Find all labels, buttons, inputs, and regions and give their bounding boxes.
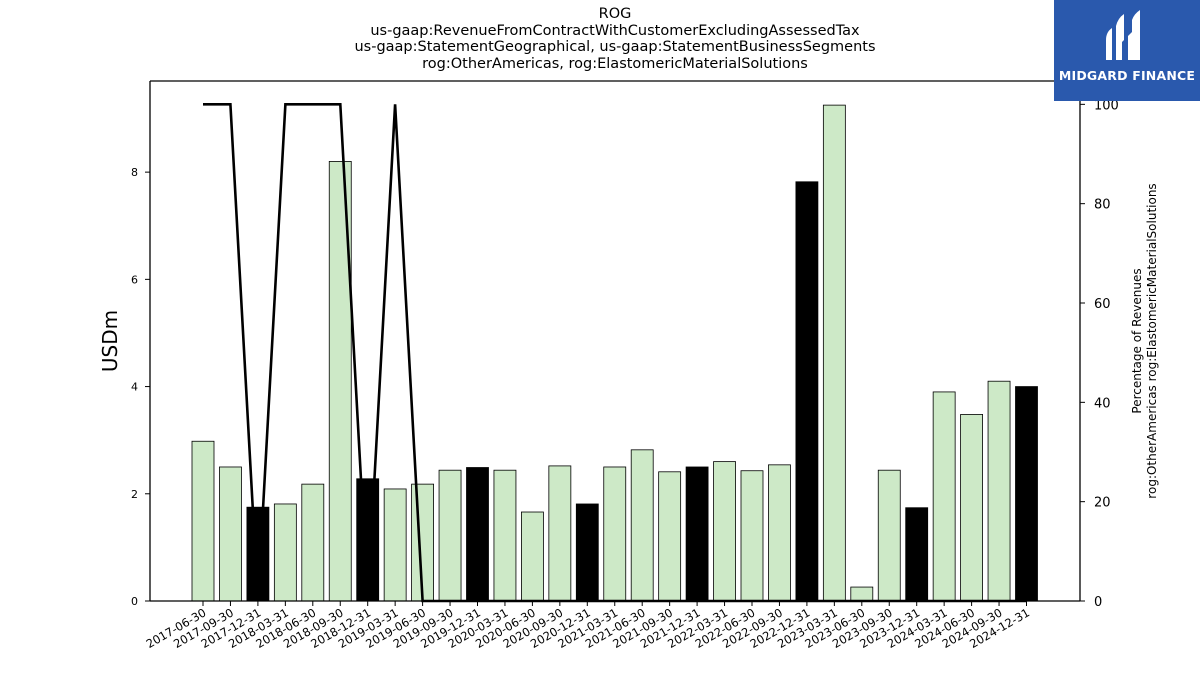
bar-2023-03-31 — [822, 104, 846, 602]
bar-2024-12-31 — [1015, 386, 1038, 602]
left-tick-label-2: 2 — [131, 488, 138, 501]
bar-2019-12-31 — [466, 467, 489, 602]
bar-2020-06-30 — [521, 511, 544, 602]
bar-2020-12-31 — [575, 503, 599, 602]
right-tick-label-0: 0 — [1094, 595, 1102, 610]
bar-2021-09-30 — [658, 471, 682, 602]
bar-2023-09-30 — [877, 469, 901, 602]
midgard-logo-icon — [1106, 10, 1140, 60]
bar-2020-03-31 — [493, 469, 517, 602]
bar-2018-03-31 — [273, 503, 297, 602]
bar-2017-09-30 — [219, 466, 242, 602]
title-line-company: ROG — [598, 6, 632, 22]
bar-2022-06-30 — [740, 470, 764, 602]
bar-2017-06-30 — [191, 440, 215, 602]
bar-2022-03-31 — [713, 461, 736, 602]
right-tick-label-20: 20 — [1094, 496, 1111, 511]
bar-2018-06-30 — [301, 483, 325, 602]
chart-title: ROG us-gaap:RevenueFromContractWithCusto… — [0, 6, 1200, 72]
title-line-statements: us-gaap:StatementGeographical, us-gaap:S… — [354, 39, 876, 55]
right-tick-label-60: 60 — [1094, 297, 1111, 312]
title-line-concept: us-gaap:RevenueFromContractWithCustomerE… — [370, 22, 860, 39]
bar-2021-03-31 — [603, 466, 627, 602]
bar-2023-12-31 — [905, 507, 929, 602]
left-tick-label-0: 0 — [131, 595, 138, 608]
bar-2019-03-31 — [383, 488, 407, 602]
bar-2024-06-30 — [960, 414, 983, 602]
bar-2019-09-30 — [438, 469, 462, 602]
right-tick-label-80: 80 — [1094, 198, 1111, 213]
bar-2023-06-30 — [850, 586, 874, 602]
y2-axis-label-line-1: Percentage of Revenues — [1130, 268, 1144, 413]
bar-2024-09-30 — [987, 380, 1011, 602]
bar-2021-06-30 — [630, 449, 654, 602]
right-tick-label-40: 40 — [1094, 396, 1111, 411]
left-tick-label-6: 6 — [131, 273, 138, 286]
bar-2020-09-30 — [548, 465, 572, 602]
title-line-members: rog:OtherAmericas, rog:ElastomericMateri… — [422, 55, 808, 72]
bar-2022-12-31 — [795, 181, 819, 602]
bar-2022-09-30 — [768, 464, 791, 602]
left-tick-label-8: 8 — [131, 166, 138, 179]
midgard-finance-logo: MIDGARD FINANCE — [1054, 0, 1200, 101]
bar-2024-03-31 — [932, 391, 956, 602]
left-tick-label-4: 4 — [131, 381, 138, 394]
logo-text: MIDGARD FINANCE — [1058, 68, 1196, 83]
y-axis-label: USDm — [98, 310, 122, 372]
y2-axis-label-line-2: rog:OtherAmericas rog:ElastomericMateria… — [1145, 183, 1159, 498]
bar-2021-12-31 — [685, 466, 709, 602]
right-tick-label-100: 100 — [1094, 98, 1119, 113]
